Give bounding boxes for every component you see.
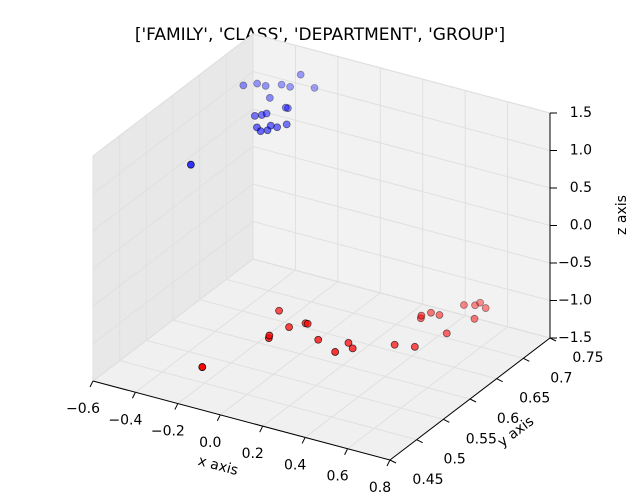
tick-mark [89,380,94,388]
tick-mark [131,392,136,399]
y-tick-label: 0.45 [412,472,443,488]
point [442,329,451,338]
tick-mark [259,425,264,433]
y-tick-label: 0.5 [444,452,466,468]
x-axis-line [92,380,391,461]
point [348,344,357,353]
tick-mark [416,439,423,444]
point [310,83,319,92]
point [344,338,353,347]
z-axis-label: z axis [614,195,630,235]
point [303,319,312,328]
point [283,104,292,113]
chart-title: ['FAMILY', 'CLASS', 'DEPARTMENT', 'GROUP… [135,25,505,45]
x-axis-label: x axis [196,453,240,479]
point [427,308,435,317]
point [314,335,323,344]
point [261,81,270,90]
y-tick-label: 0.7 [550,370,572,386]
grid-line [226,278,524,359]
grid-line [172,319,471,400]
point [282,120,291,129]
grid-line [252,183,551,264]
point [470,314,479,323]
point [417,311,426,320]
x-tick-label: 0.8 [369,480,391,496]
point [286,82,294,91]
point [331,348,340,356]
point [239,81,248,90]
point [198,363,207,371]
grid-line [92,33,254,157]
x-tick-label: 0.6 [326,469,348,485]
grid-line [252,33,551,114]
z-tick-label: 1.0 [570,143,592,159]
grid-line [146,339,444,420]
point [471,301,479,310]
x-tick-label: 0.4 [284,457,306,473]
grid-line [252,258,551,339]
z-tick-label: 0.0 [570,218,592,234]
tick-mark [469,398,477,403]
point [266,121,275,130]
tick-mark [344,448,349,455]
point [262,109,271,118]
tick-mark [386,459,391,467]
grid-line [92,146,254,269]
tick-mark [523,357,530,362]
point [273,123,282,132]
grid-line [252,146,551,226]
point [281,103,290,112]
point [250,111,259,120]
point [275,306,283,315]
point [435,311,444,319]
tick-mark [174,403,179,410]
z-tick-label: 1.5 [570,105,592,121]
tick-mark [216,414,221,422]
tick-mark [389,459,397,464]
y-tick-label: 0.6 [497,411,519,427]
grid-line [92,221,254,344]
point [186,160,195,169]
point [296,70,305,79]
x-tick-label: 0.0 [199,435,221,451]
point [256,127,265,136]
z-tick-label: −1.0 [558,293,592,309]
point [253,79,262,88]
point [410,342,419,351]
x-tick-label: −0.4 [108,412,142,428]
x-tick-label: −0.2 [151,424,185,440]
point [265,331,274,340]
grid-line [92,108,254,232]
point [277,80,286,89]
tick-mark [443,418,450,423]
y-tick-label: 0.55 [466,431,497,447]
x-tick-label: −0.6 [66,401,100,417]
grid-line [119,360,417,441]
tick-mark [496,378,503,383]
y-axis-line [389,337,551,461]
point [476,298,484,307]
point [481,304,490,312]
point [390,340,399,349]
x-tick-label: 0.2 [242,446,264,462]
grid-line [92,71,254,194]
grid-line [92,183,254,307]
grid-line [252,108,551,189]
point [285,323,293,331]
point [460,301,468,309]
grid-line [252,221,551,301]
z-tick-label: 0.5 [570,180,592,196]
y-tick-label: 0.75 [572,350,603,366]
z-tick-label: −1.5 [558,330,592,346]
grid-line [252,71,551,151]
point [265,94,274,102]
y-tick-label: 0.65 [519,391,550,407]
tick-mark [301,437,306,444]
z-tick-label: −0.5 [558,255,592,271]
grid-line [92,258,254,382]
